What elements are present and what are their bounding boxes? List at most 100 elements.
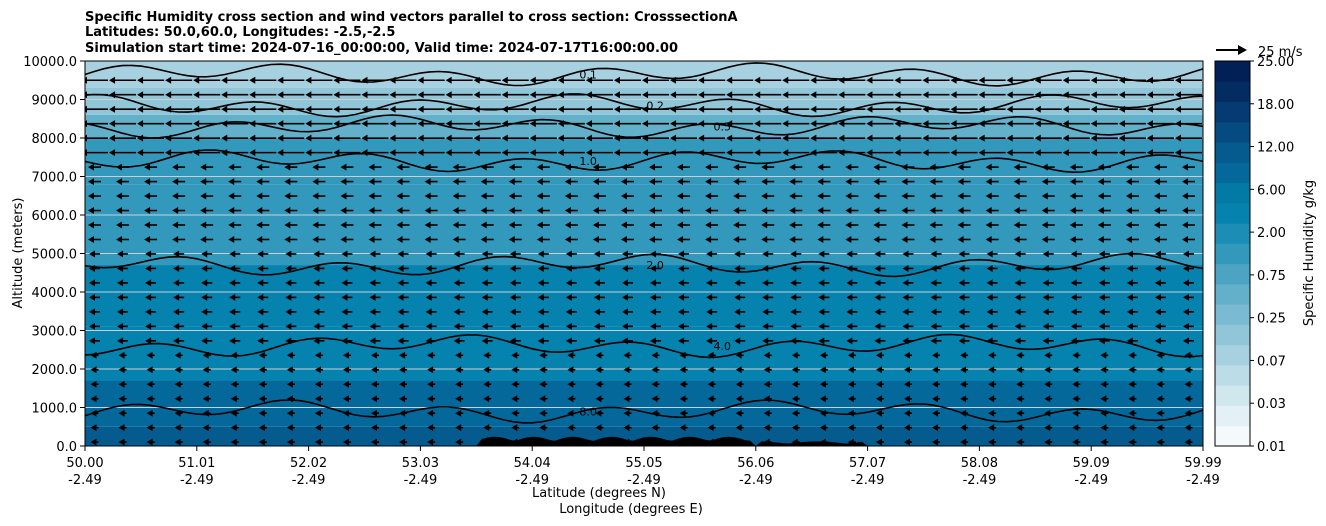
- wind-vector-arrow: [249, 134, 256, 142]
- wind-vector-arrow: [817, 192, 824, 200]
- colorbar-segment: [1215, 162, 1250, 184]
- wind-vector-arrow: [397, 308, 404, 316]
- x-tick-label-longitude: -2.49: [515, 473, 549, 488]
- grid-layer: [85, 99, 1203, 408]
- wind-vector-arrow: [846, 279, 853, 287]
- wind-vector-arrow: [565, 308, 572, 316]
- colorbar-label: Specific Humidity g/kg: [1302, 180, 1317, 326]
- wind-vector-arrow: [988, 424, 995, 432]
- wind-vector-arrow: [1154, 322, 1161, 330]
- wind-vector-arrow: [483, 424, 490, 432]
- wind-vector-arrow: [536, 207, 543, 215]
- wind-vector-arrow: [455, 351, 462, 359]
- wind-vector-arrow: [1126, 293, 1133, 301]
- wind-vector-arrow: [117, 308, 124, 316]
- wind-vector-arrow: [763, 424, 770, 432]
- wind-vector-arrow: [230, 380, 237, 388]
- wind-vector-arrow: [782, 149, 789, 157]
- wind-vector-arrow: [453, 279, 460, 287]
- wind-vector-arrow: [650, 293, 657, 301]
- wind-vector-arrow: [651, 424, 658, 432]
- wind-vector-arrow: [1016, 395, 1023, 403]
- wind-vector-arrow: [567, 409, 574, 417]
- wind-vector-arrow: [473, 91, 480, 99]
- wind-vector-arrow: [445, 134, 452, 142]
- wind-vector-arrow: [1044, 424, 1051, 432]
- wind-vector-arrow: [396, 221, 403, 229]
- wind-vector-arrow: [845, 221, 852, 229]
- wind-vector-arrow: [817, 221, 824, 229]
- wind-vector-arrow: [735, 409, 742, 417]
- wind-vector-arrow: [734, 322, 741, 330]
- x-axis-label-longitude: Longitude (degrees E): [559, 502, 703, 517]
- wind-vector-arrow: [1182, 178, 1188, 186]
- x-tick-label-longitude: -2.49: [68, 473, 102, 488]
- wind-vector-arrow: [1014, 322, 1021, 330]
- wind-vector-arrow: [706, 250, 713, 258]
- y-tick-label: 1000.0: [32, 402, 78, 417]
- wind-vector-arrow: [165, 120, 172, 128]
- wind-vector-arrow: [875, 424, 882, 432]
- wind-vector-arrow: [481, 279, 488, 287]
- y-tick-label: 5000.0: [32, 248, 78, 263]
- wind-vector-arrow: [698, 76, 705, 84]
- wind-vector-arrow: [1097, 235, 1104, 243]
- wind-vector-arrow: [873, 192, 880, 200]
- y-tick-label: 2000.0: [32, 363, 78, 378]
- wind-vector-arrow: [986, 279, 993, 287]
- wind-vector-arrow: [145, 308, 152, 316]
- wind-vector-arrow: [229, 264, 236, 272]
- wind-vector-arrow: [790, 264, 797, 272]
- wind-vector-arrow: [361, 149, 368, 157]
- colorbar-segment: [1215, 61, 1250, 82]
- wind-vector-arrow: [960, 395, 967, 403]
- wind-vector-arrow: [1041, 235, 1048, 243]
- wind-vector-arrow: [109, 149, 116, 157]
- wind-vector-arrow: [371, 380, 378, 388]
- wind-vector-arrow: [193, 105, 200, 113]
- wind-vector-arrow: [509, 337, 516, 345]
- wind-vector-arrow: [284, 192, 291, 200]
- wind-vector-arrow: [564, 221, 571, 229]
- wind-vector-arrow: [1097, 163, 1104, 171]
- wind-vector-arrow: [116, 163, 123, 171]
- colorbar-segment: [1215, 223, 1250, 244]
- wind-vector-arrow: [174, 366, 181, 374]
- wind-vector-arrow: [988, 395, 995, 403]
- wind-vector-arrow: [763, 438, 770, 446]
- wind-vector-arrow: [678, 264, 685, 272]
- wind-vector-arrow: [901, 235, 908, 243]
- wind-vector-arrow: [340, 192, 347, 200]
- wind-vector-arrow: [285, 322, 292, 330]
- wind-vector-arrow: [88, 207, 94, 215]
- wind-vector-arrow: [389, 76, 396, 84]
- wind-vector-arrow: [845, 235, 852, 243]
- wind-vector-arrow: [845, 178, 852, 186]
- wind-vector-arrow: [1072, 438, 1079, 446]
- wind-vector-arrow: [256, 207, 263, 215]
- wind-vector-arrow: [396, 207, 403, 215]
- colorbar-segment: [1215, 202, 1250, 224]
- wind-vector-arrow: [761, 235, 768, 243]
- wind-vector-arrow: [305, 91, 312, 99]
- wind-vector-arrow: [564, 207, 571, 215]
- wind-vector-arrow: [473, 120, 480, 128]
- wind-vector-arrow: [679, 424, 686, 432]
- wind-vector-arrow: [333, 91, 340, 99]
- wind-vector-arrow: [1072, 395, 1079, 403]
- wind-vector-arrow: [173, 293, 180, 301]
- wind-vector-arrow: [314, 380, 321, 388]
- wind-vector-arrow: [733, 221, 740, 229]
- colorbar-frame: [1214, 60, 1251, 447]
- wind-vector-arrow: [838, 76, 845, 84]
- wind-vector-arrow: [1146, 149, 1153, 157]
- wind-vector-arrow: [819, 438, 826, 446]
- wind-vector-arrow: [707, 395, 714, 403]
- wind-vector-arrow: [200, 235, 207, 243]
- wind-vector-arrow: [399, 380, 406, 388]
- wind-vector-arrow: [529, 76, 536, 84]
- wind-vector-arrow: [874, 293, 881, 301]
- wind-vector-arrow: [221, 76, 228, 84]
- wind-vector-arrow: [960, 409, 967, 417]
- wind-vector-arrow: [649, 178, 656, 186]
